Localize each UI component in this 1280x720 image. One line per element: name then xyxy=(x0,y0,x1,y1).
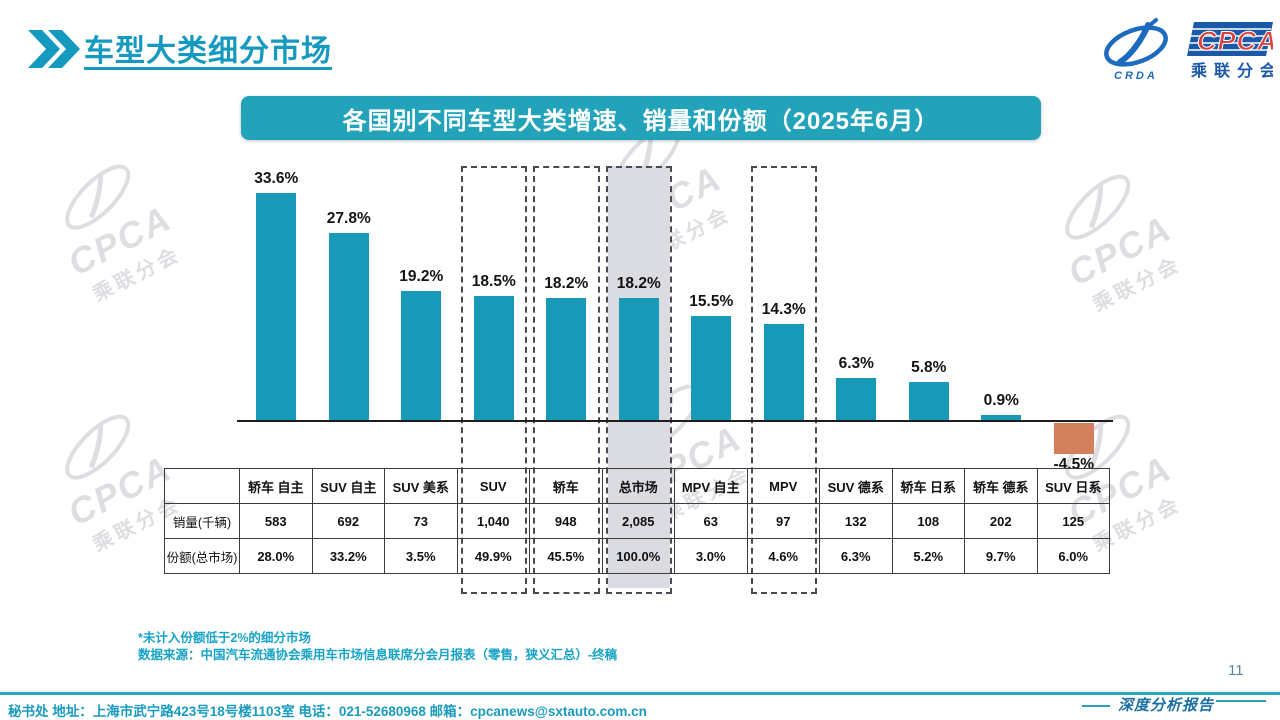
col-header-轿车 日系: 轿车 日系 xyxy=(891,468,965,504)
bar-MPV 自主 xyxy=(691,315,732,421)
bar-轿车 xyxy=(546,297,587,421)
cell-总市场: 2,085 xyxy=(601,503,675,539)
cell-MPV 自主: 63 xyxy=(674,503,748,539)
bar-value-轿车 德系: 0.9% xyxy=(983,391,1019,409)
bar-总市场 xyxy=(618,297,659,421)
dashed-highlight-SUV xyxy=(460,166,527,594)
chart-title-banner: 各国别不同车型大类增速、销量和份额（2025年6月） xyxy=(241,96,1041,140)
footnote: *未计入份额低于2%的细分市场 xyxy=(138,631,311,645)
col-header-SUV 美系: SUV 美系 xyxy=(384,468,458,504)
cell-轿车 德系: 9.7% xyxy=(964,538,1038,574)
bar-SUV 自主 xyxy=(328,232,369,421)
table-row: 份额(总市场) 28.0% 33.2% 3.5% 49.9% 45.5% 100.0% 3.0… xyxy=(164,538,1110,574)
x-axis-line xyxy=(237,420,1113,422)
cell-SUV: 1,040 xyxy=(456,503,530,539)
col-header-SUV 日系: SUV 日系 xyxy=(1036,468,1110,504)
bar-MPV xyxy=(763,324,804,421)
col-header-SUV 自主: SUV 自主 xyxy=(311,468,385,504)
bar-value-轿车 自主: 33.6% xyxy=(254,170,299,188)
cell-SUV 日系: 125 xyxy=(1036,503,1110,539)
bar-value-轿车 日系: 5.8% xyxy=(911,358,947,376)
data-source: 数据来源：中国汽车流通协会乘用车市场信息联席分会月报表（零售，狭义汇总）-终稿 xyxy=(138,648,618,662)
cell-轿车: 948 xyxy=(529,503,603,539)
cell-SUV 自主: 33.2% xyxy=(311,538,385,574)
col-header-MPV: MPV xyxy=(746,468,820,504)
cell-SUV: 49.9% xyxy=(456,538,530,574)
cell-总市场: 100.0% xyxy=(601,538,675,574)
data-table: 轿车 自主 SUV 自主 SUV 美系 SUV 轿车 总市场 MPV 自主 MPV SUV 德系… xyxy=(164,468,1110,574)
bar-value-MPV: 14.3% xyxy=(761,301,806,319)
table-row: 销量(千辆) 583 692 73 1,040 948 2,085 63 97 132 108 202… xyxy=(164,503,1110,539)
cell-轿车 自主: 583 xyxy=(239,503,313,539)
page-title: 车型大类细分市场 xyxy=(84,35,332,68)
table-corner-cell xyxy=(164,468,240,504)
logo-cpca-text: CPCA xyxy=(1197,26,1273,56)
bar-轿车 日系 xyxy=(908,381,949,421)
logo-crda-text: CRDA xyxy=(1114,70,1158,82)
cpca-logo: CRDA CPCA 乘联分会 xyxy=(1098,16,1277,87)
bar-value-SUV 自主: 27.8% xyxy=(326,209,371,227)
cell-MPV: 97 xyxy=(746,503,820,539)
cell-轿车 德系: 202 xyxy=(964,503,1038,539)
row-header: 份额(总市场) xyxy=(164,538,240,574)
bar-SUV 德系 xyxy=(836,378,877,421)
report-label-left-rule xyxy=(1082,705,1110,707)
page-number: 11 xyxy=(1228,662,1244,679)
report-label: 深度分析报告 xyxy=(1118,696,1215,714)
row-header: 销量(千辆) xyxy=(164,503,240,539)
bar-value-SUV: 18.5% xyxy=(471,272,516,290)
col-header-SUV: SUV xyxy=(456,468,530,504)
cell-SUV 美系: 3.5% xyxy=(384,538,458,574)
col-header-总市场: 总市场 xyxy=(601,468,675,504)
bar-value-轿车: 18.2% xyxy=(544,274,589,292)
bar-轿车 自主 xyxy=(256,193,297,421)
dashed-highlight-轿车 xyxy=(533,166,600,594)
bar-value-SUV 美系: 19.2% xyxy=(399,267,444,285)
report-label-right-rule xyxy=(1216,700,1266,702)
bar-轿车 德系 xyxy=(981,414,1022,421)
bar-value-MPV 自主: 15.5% xyxy=(689,292,734,310)
cell-MPV: 4.6% xyxy=(746,538,820,574)
cell-SUV 美系: 73 xyxy=(384,503,458,539)
dashed-highlight-MPV xyxy=(750,166,817,594)
cell-轿车 自主: 28.0% xyxy=(239,538,313,574)
cell-SUV 自主: 692 xyxy=(311,503,385,539)
bar-value-总市场: 18.2% xyxy=(616,274,661,292)
cell-轿车: 45.5% xyxy=(529,538,603,574)
notes-block: *未计入份额低于2%的细分市场 数据来源：中国汽车流通协会乘用车市场信息联席分会… xyxy=(138,630,617,664)
bar-SUV 日系 xyxy=(1053,423,1094,454)
footer-contact: 秘书处 地址：上海市武宁路423号18号楼1103室 电话：021-526809… xyxy=(8,704,647,719)
footer-divider xyxy=(0,692,1280,695)
col-header-轿车 自主: 轿车 自主 xyxy=(239,468,313,504)
cell-MPV 自主: 3.0% xyxy=(674,538,748,574)
chart-title: 各国别不同车型大类增速、销量和份额（2025年6月） xyxy=(342,107,940,135)
logo-subtitle: 乘联分会 xyxy=(1190,61,1273,80)
logo-ellipse xyxy=(1104,25,1168,67)
double-chevron-icon xyxy=(28,30,80,73)
cell-SUV 德系: 6.3% xyxy=(819,538,893,574)
cell-SUV 德系: 132 xyxy=(819,503,893,539)
logo-box xyxy=(1187,22,1273,56)
col-header-轿车 德系: 轿车 德系 xyxy=(964,468,1038,504)
dashed-highlight-总市场 xyxy=(605,166,672,594)
col-header-SUV 德系: SUV 德系 xyxy=(819,468,893,504)
cell-轿车 日系: 108 xyxy=(891,503,965,539)
cell-轿车 日系: 5.2% xyxy=(891,538,965,574)
bar-SUV 美系 xyxy=(401,290,442,421)
cell-SUV 日系: 6.0% xyxy=(1036,538,1110,574)
bar-SUV xyxy=(473,295,514,421)
bar-value-SUV 德系: 6.3% xyxy=(838,355,874,373)
col-header-轿车: 轿车 xyxy=(529,468,603,504)
col-header-MPV 自主: MPV 自主 xyxy=(674,468,748,504)
